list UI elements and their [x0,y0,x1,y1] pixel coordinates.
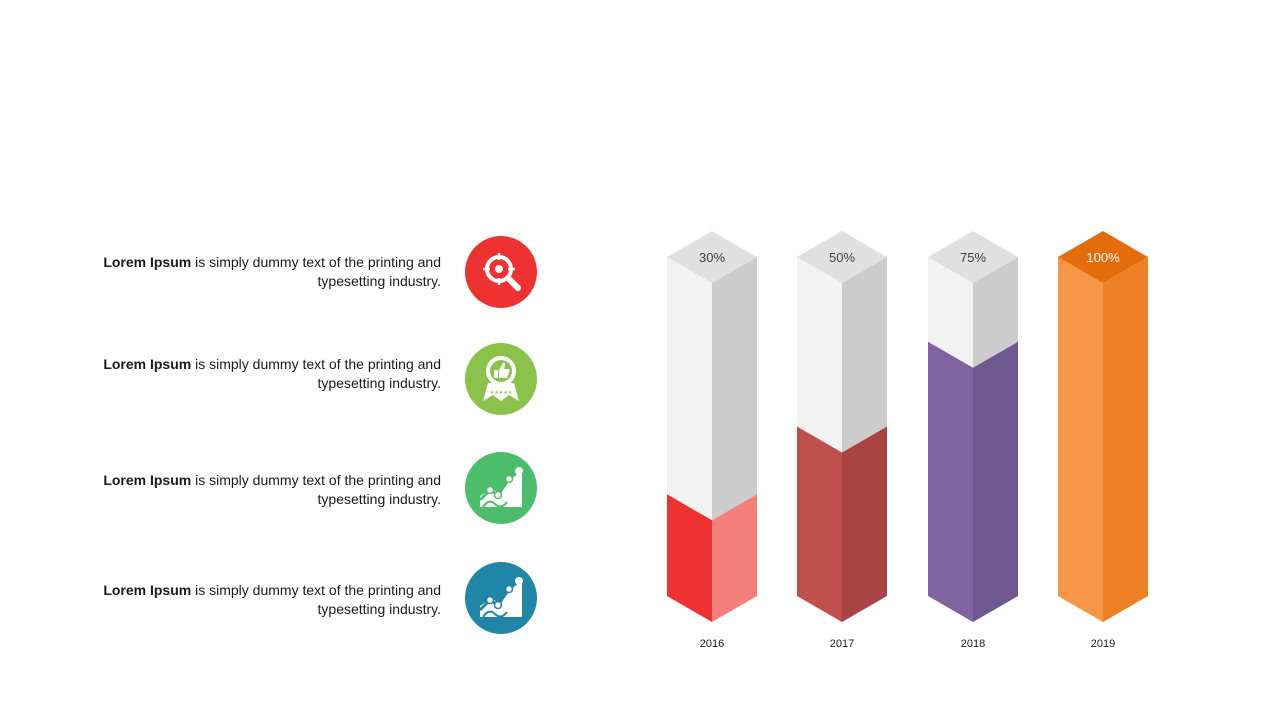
bar-fill-left-face [797,426,842,622]
bar-empty-right-face [842,257,887,453]
x-tick-label: 2019 [1091,638,1115,650]
bar-empty-right-face [973,257,1018,368]
growth-chart-icon [465,562,537,634]
bar-fill-right-face [842,426,887,622]
growth-chart-icon [465,452,537,524]
bar-top-face [928,231,1018,283]
bar-empty-left-face [797,257,842,453]
info-item-3: Lorem Ipsum is simply dummy text of the … [60,471,441,509]
bar-fill-left-face [667,494,712,622]
info-item-text-line2: typesetting industry. [317,491,441,507]
info-item-text: is simply dummy text of the printing and [191,356,441,372]
info-item-4: Lorem Ipsum is simply dummy text of the … [60,581,441,619]
bar-empty-left-face [667,257,712,521]
bar-value-label: 30% [699,250,725,265]
bar-empty-right-face [712,257,757,521]
thumbs-up-badge-icon: ★★★★★ [465,343,537,415]
target-search-icon [465,236,537,308]
svg-text:★★★★★: ★★★★★ [490,390,513,396]
bar-value-label: 50% [829,250,855,265]
info-item-text-line2: typesetting industry. [317,601,441,617]
info-item-2: Lorem Ipsum is simply dummy text of the … [60,355,441,393]
info-item-title: Lorem Ipsum [103,472,192,488]
bar-fill-right-face [712,494,757,622]
info-item-text-line2: typesetting industry. [317,375,441,391]
info-item-1: Lorem Ipsum is simply dummy text of the … [60,253,441,291]
bar-top-face [1058,231,1148,283]
info-item-text-line2: typesetting industry. [317,273,441,289]
x-tick-label: 2018 [961,638,985,650]
info-item-title: Lorem Ipsum [103,254,192,270]
bar-top-face [667,231,757,283]
bar-top-face [797,231,887,283]
bar-fill-left-face [928,341,973,622]
bar-fill-right-face [973,341,1018,622]
info-item-text: is simply dummy text of the printing and [191,472,441,488]
bar-fill-right-face [1103,257,1148,622]
info-item-text: is simply dummy text of the printing and [191,582,441,598]
x-tick-label: 2017 [830,638,854,650]
bar-value-label: 100% [1086,250,1120,265]
bar-empty-left-face [928,257,973,368]
info-item-title: Lorem Ipsum [103,582,192,598]
bar-fill-left-face [1058,257,1103,622]
x-tick-label: 2016 [700,638,724,650]
info-item-text: is simply dummy text of the printing and [191,254,441,270]
bar-value-label: 75% [960,250,986,265]
info-item-title: Lorem Ipsum [103,356,192,372]
